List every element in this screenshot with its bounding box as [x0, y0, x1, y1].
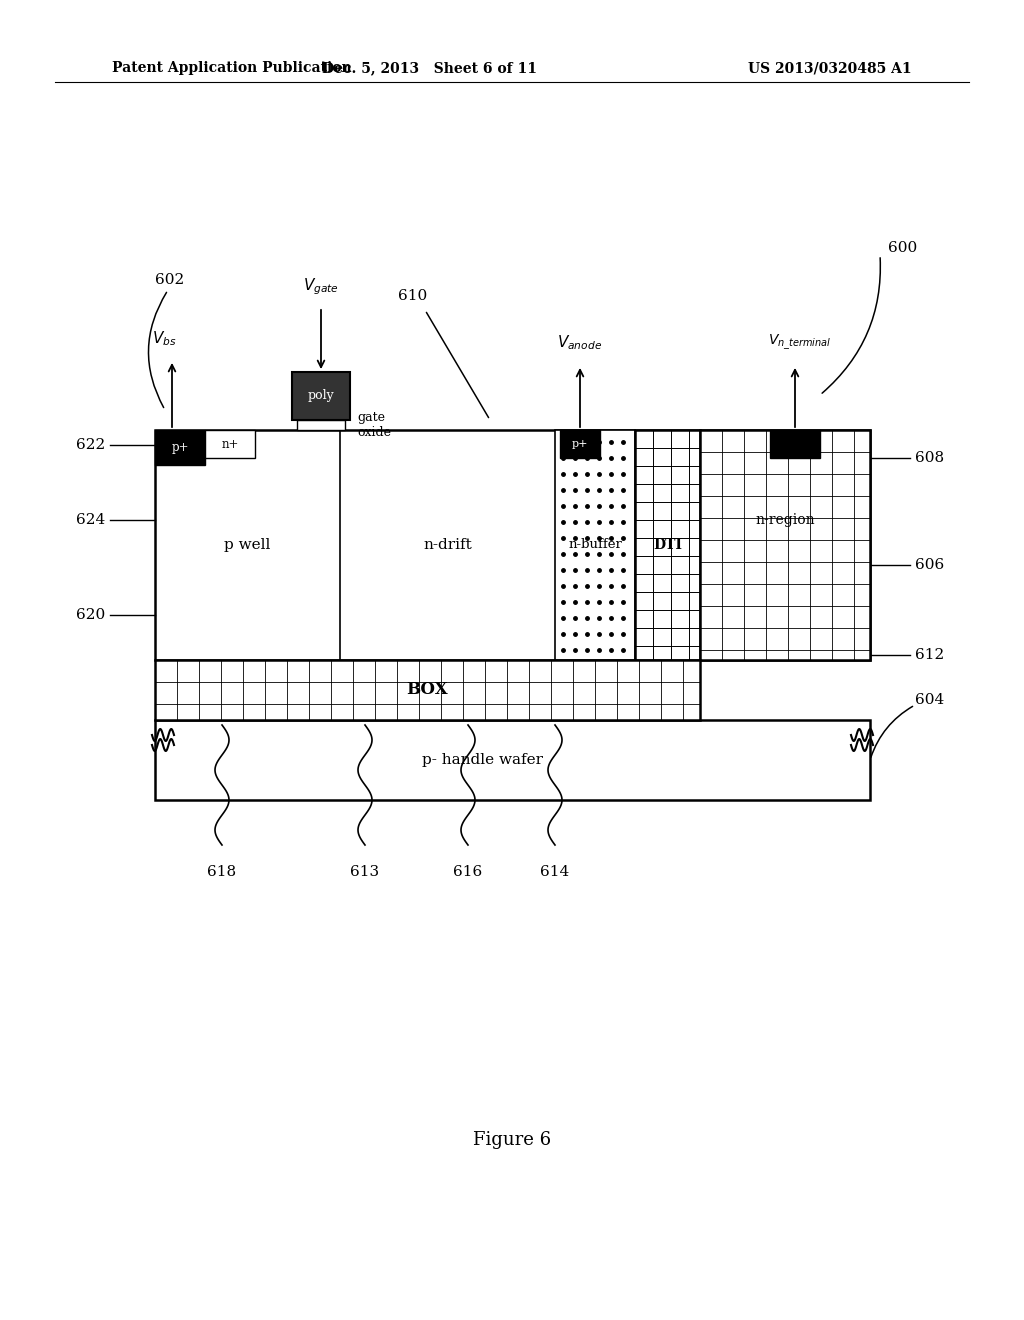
Text: 616: 616 — [454, 865, 482, 879]
Bar — [155, 430, 205, 465]
Text: 600: 600 — [888, 242, 918, 255]
Text: BOX: BOX — [407, 681, 449, 698]
Text: 614: 614 — [541, 865, 569, 879]
Bar — [700, 430, 870, 660]
Bar — [297, 420, 345, 430]
Bar — [770, 430, 820, 458]
Bar — [155, 719, 870, 800]
Text: p well: p well — [224, 539, 270, 552]
Text: 620: 620 — [76, 609, 105, 622]
Text: $V_{gate}$: $V_{gate}$ — [303, 276, 339, 297]
Text: 604: 604 — [915, 693, 944, 708]
Text: n+: n+ — [221, 437, 239, 450]
Text: 602: 602 — [155, 273, 184, 286]
Text: 622: 622 — [76, 438, 105, 451]
Text: 608: 608 — [915, 451, 944, 465]
Text: $V_{n\_terminal}$: $V_{n\_terminal}$ — [768, 333, 831, 352]
Text: n-buffer: n-buffer — [568, 539, 622, 552]
Bar — [155, 660, 700, 719]
Text: Dec. 5, 2013   Sheet 6 of 11: Dec. 5, 2013 Sheet 6 of 11 — [323, 61, 538, 75]
Text: p+: p+ — [171, 441, 188, 454]
Text: $V_{anode}$: $V_{anode}$ — [557, 333, 602, 352]
Text: 613: 613 — [350, 865, 380, 879]
Text: poly: poly — [307, 389, 335, 403]
Bar — [155, 430, 870, 660]
Text: 612: 612 — [915, 648, 944, 663]
Bar — [555, 430, 635, 660]
Text: 606: 606 — [915, 558, 944, 572]
Text: 618: 618 — [208, 865, 237, 879]
Text: 610: 610 — [398, 289, 428, 304]
Text: Figure 6: Figure 6 — [473, 1131, 551, 1148]
Text: 624: 624 — [76, 513, 105, 527]
Text: Patent Application Publication: Patent Application Publication — [112, 61, 351, 75]
Bar — [205, 430, 255, 458]
Text: $V_{bs}$: $V_{bs}$ — [152, 329, 176, 348]
Bar — [292, 372, 350, 420]
Text: p+: p+ — [571, 440, 588, 449]
Text: p- handle wafer: p- handle wafer — [422, 752, 543, 767]
Text: gate
oxide: gate oxide — [357, 411, 391, 440]
Text: DTI: DTI — [653, 539, 682, 552]
Bar — [560, 430, 600, 458]
Text: n-region: n-region — [755, 513, 815, 527]
Bar — [635, 430, 700, 660]
Text: US 2013/0320485 A1: US 2013/0320485 A1 — [749, 61, 912, 75]
Text: n-drift: n-drift — [423, 539, 472, 552]
